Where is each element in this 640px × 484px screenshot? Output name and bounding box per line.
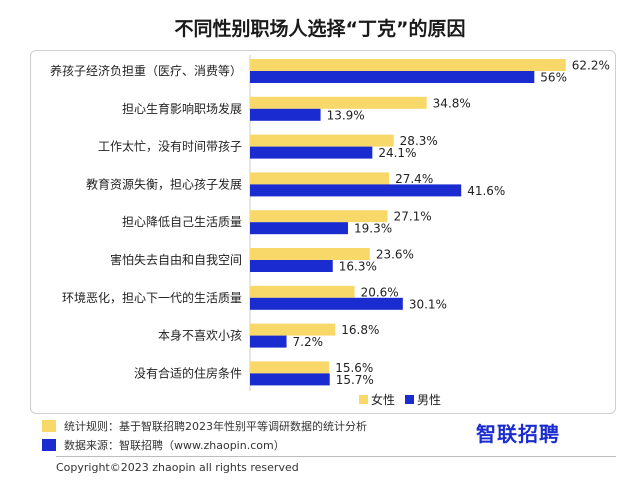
data-label-male: 7.2% bbox=[293, 335, 324, 349]
data-label-male: 19.3% bbox=[354, 222, 392, 236]
bar-female bbox=[250, 210, 388, 223]
bar-male bbox=[250, 222, 348, 235]
data-label-male: 16.3% bbox=[339, 260, 377, 274]
note-source: 数据来源：智联招聘（www.zhaopin.com） bbox=[42, 435, 367, 454]
bar-male bbox=[250, 335, 287, 348]
bar-female bbox=[250, 96, 427, 109]
bar-female bbox=[250, 134, 394, 147]
data-label-female: 34.8% bbox=[433, 96, 471, 110]
bar-male bbox=[250, 373, 330, 386]
category-label: 教育资源失衡，担心孩子发展 bbox=[86, 176, 242, 191]
data-label-female: 23.6% bbox=[376, 248, 414, 262]
data-label-male: 41.6% bbox=[467, 184, 505, 198]
chart-title: 不同性别职场人选择“丁克”的原因 bbox=[174, 18, 466, 40]
legend-swatch-female bbox=[359, 395, 368, 404]
note-source-text: 数据来源：智联招聘（www.zhaopin.com） bbox=[64, 438, 285, 452]
bar-female bbox=[250, 323, 336, 336]
bar-female bbox=[250, 361, 330, 374]
data-label-female: 62.2% bbox=[572, 59, 610, 73]
data-label-male: 56% bbox=[540, 71, 567, 85]
category-label: 担心生育影响职场发展 bbox=[122, 101, 242, 116]
bar-male bbox=[250, 297, 403, 310]
bar-male bbox=[250, 108, 321, 121]
bar-female bbox=[250, 172, 390, 185]
data-label-male: 15.7% bbox=[336, 373, 374, 387]
notes: 统计规则：基于智联招聘2023年性别平等调研数据的统计分析 数据来源：智联招聘（… bbox=[42, 416, 367, 454]
data-label-female: 16.8% bbox=[341, 323, 379, 337]
category-label: 没有合适的住房条件 bbox=[134, 365, 242, 380]
category-label: 工作太忙，没有时间带孩子 bbox=[98, 139, 242, 154]
legend: 女性 男性 bbox=[359, 391, 441, 408]
legend-label-male: 男性 bbox=[417, 393, 442, 407]
bar-female bbox=[250, 59, 566, 71]
data-label-male: 24.1% bbox=[378, 146, 416, 160]
bar-chart-svg: 养孩子经济负担重（医疗、消费等） 62.2% 56% 担心生育影响职场发展 34.8% 1… bbox=[50, 55, 610, 391]
category-label: 本身不喜欢小孩 bbox=[158, 328, 242, 343]
note-rule: 统计规则：基于智联招聘2023年性别平等调研数据的统计分析 bbox=[42, 416, 367, 435]
brand-logo: 智联招聘 bbox=[476, 422, 560, 446]
data-label-female: 28.3% bbox=[400, 134, 438, 148]
chart-area: 养孩子经济负担重（医疗、消费等） 62.2% 56% 担心生育影响职场发展 34.8% 1… bbox=[30, 50, 616, 414]
legend-item-female: 女性 bbox=[359, 391, 395, 408]
bar-male bbox=[250, 146, 373, 159]
category-label: 养孩子经济负担重（医疗、消费等） bbox=[50, 63, 242, 78]
data-label-female: 27.4% bbox=[395, 172, 433, 186]
category-label: 害怕失去自由和自我空间 bbox=[110, 252, 242, 267]
legend-label-female: 女性 bbox=[371, 393, 396, 407]
data-label-female: 15.6% bbox=[335, 361, 373, 375]
legend-swatch-male bbox=[405, 395, 415, 404]
note-source-swatch bbox=[42, 438, 56, 451]
copyright-footer: Copyright©2023 zhaopin all rights reserv… bbox=[56, 456, 616, 474]
data-label-female: 27.1% bbox=[394, 210, 432, 224]
data-label-male: 13.9% bbox=[327, 108, 365, 122]
data-label-female: 20.6% bbox=[361, 285, 399, 299]
bar-female bbox=[250, 248, 370, 260]
bar-male bbox=[250, 71, 535, 83]
data-label-male: 30.1% bbox=[409, 297, 447, 311]
bar-female bbox=[250, 285, 355, 298]
note-rule-text: 统计规则：基于智联招聘2023年性别平等调研数据的统计分析 bbox=[64, 419, 367, 433]
bar-male bbox=[250, 184, 462, 197]
bar-male bbox=[250, 260, 333, 272]
category-label: 环境恶化，担心下一代的生活质量 bbox=[62, 290, 242, 305]
category-label: 担心降低自己生活质量 bbox=[122, 215, 242, 229]
legend-item-male: 男性 bbox=[405, 391, 441, 408]
note-rule-swatch bbox=[42, 419, 56, 432]
